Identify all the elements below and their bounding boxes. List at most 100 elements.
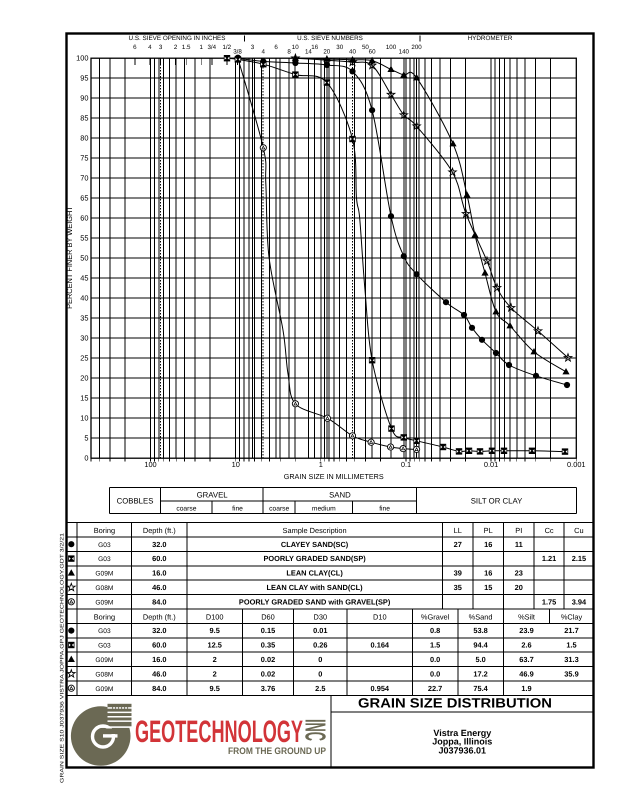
svg-text:0.1: 0.1 bbox=[401, 460, 411, 469]
svg-text:INC: INC bbox=[299, 719, 331, 741]
svg-text:LL: LL bbox=[454, 526, 462, 535]
svg-text:Joppa, Illinois: Joppa, Illinois bbox=[432, 737, 492, 747]
svg-text:23: 23 bbox=[515, 569, 523, 578]
svg-text:%Sand: %Sand bbox=[469, 612, 493, 621]
svg-text:medium: medium bbox=[312, 505, 336, 512]
svg-text:%Clay: %Clay bbox=[561, 612, 583, 621]
svg-text:G03: G03 bbox=[98, 556, 111, 563]
svg-text:G09M: G09M bbox=[95, 686, 113, 693]
svg-text:SAND: SAND bbox=[329, 491, 351, 500]
svg-text:5.0: 5.0 bbox=[475, 655, 485, 664]
svg-text:1.5: 1.5 bbox=[182, 44, 191, 51]
svg-text:D100: D100 bbox=[206, 612, 224, 621]
svg-text:CLAYEY SAND(SC): CLAYEY SAND(SC) bbox=[281, 540, 349, 549]
svg-text:100: 100 bbox=[386, 44, 397, 51]
svg-text:20: 20 bbox=[515, 583, 523, 592]
svg-text:30: 30 bbox=[80, 334, 88, 343]
svg-text:22.7: 22.7 bbox=[428, 684, 442, 693]
svg-text:3/8: 3/8 bbox=[233, 49, 242, 56]
svg-text:14: 14 bbox=[305, 49, 312, 56]
svg-text:Boring: Boring bbox=[94, 526, 115, 535]
svg-text:0: 0 bbox=[318, 669, 322, 678]
svg-text:100: 100 bbox=[76, 54, 88, 63]
svg-text:1.5: 1.5 bbox=[430, 641, 440, 650]
svg-text:4: 4 bbox=[261, 49, 265, 56]
svg-text:2.6: 2.6 bbox=[521, 641, 531, 650]
svg-text:3.94: 3.94 bbox=[572, 597, 587, 606]
svg-text:HYDROMETER: HYDROMETER bbox=[468, 35, 513, 42]
svg-text:55: 55 bbox=[80, 234, 88, 243]
svg-text:2: 2 bbox=[213, 655, 217, 664]
svg-text:25: 25 bbox=[80, 354, 88, 363]
svg-text:fine: fine bbox=[379, 505, 390, 512]
svg-text:17.2: 17.2 bbox=[473, 669, 487, 678]
svg-text:1.21: 1.21 bbox=[542, 554, 556, 563]
svg-text:Vistra Energy: Vistra Energy bbox=[433, 728, 491, 738]
svg-text:9.5: 9.5 bbox=[210, 626, 220, 635]
svg-text:1: 1 bbox=[199, 44, 203, 51]
svg-text:9.5: 9.5 bbox=[210, 684, 220, 693]
svg-text:Boring: Boring bbox=[94, 612, 115, 621]
svg-text:39: 39 bbox=[454, 569, 462, 578]
svg-text:60: 60 bbox=[369, 49, 376, 56]
svg-text:PERCENT FINER BY WEIGHT: PERCENT FINER BY WEIGHT bbox=[65, 206, 74, 309]
svg-text:75: 75 bbox=[80, 154, 88, 163]
svg-text:D10: D10 bbox=[373, 612, 387, 621]
svg-text:32.0: 32.0 bbox=[152, 540, 166, 549]
svg-text:20: 20 bbox=[323, 49, 330, 56]
svg-text:46.0: 46.0 bbox=[152, 669, 166, 678]
svg-text:0.01: 0.01 bbox=[313, 626, 327, 635]
svg-text:50: 50 bbox=[80, 254, 88, 263]
svg-text:D30: D30 bbox=[314, 612, 328, 621]
svg-text:12.5: 12.5 bbox=[208, 641, 222, 650]
svg-text:POORLY GRADED SAND(SP): POORLY GRADED SAND(SP) bbox=[263, 554, 366, 563]
svg-text:G09M: G09M bbox=[95, 657, 113, 664]
svg-text:GRAIN SIZE S10 J037936 VISTRA: GRAIN SIZE S10 J037936 VISTRA JOPPA.GPJ … bbox=[60, 533, 66, 783]
svg-text:G03: G03 bbox=[98, 542, 111, 549]
svg-text:10: 10 bbox=[80, 414, 88, 423]
svg-text:0: 0 bbox=[84, 454, 88, 463]
svg-text:40: 40 bbox=[80, 294, 88, 303]
svg-text:LEAN CLAY with SAND(CL): LEAN CLAY with SAND(CL) bbox=[267, 583, 364, 592]
svg-text:G09M: G09M bbox=[95, 571, 113, 578]
svg-text:35.9: 35.9 bbox=[564, 669, 578, 678]
svg-text:0.0: 0.0 bbox=[430, 669, 440, 678]
svg-text:GRAIN SIZE DISTRIBUTION: GRAIN SIZE DISTRIBUTION bbox=[358, 696, 552, 711]
svg-text:G08M: G08M bbox=[95, 671, 113, 678]
svg-text:coarse: coarse bbox=[176, 505, 196, 512]
svg-text:60.0: 60.0 bbox=[152, 641, 166, 650]
svg-text:Cu: Cu bbox=[574, 526, 583, 535]
svg-text:16.0: 16.0 bbox=[152, 655, 166, 664]
svg-text:GEOTECHNOLOGY: GEOTECHNOLOGY bbox=[135, 714, 303, 749]
svg-text:2: 2 bbox=[174, 44, 178, 51]
svg-text:0.001: 0.001 bbox=[567, 460, 586, 469]
svg-text:23.9: 23.9 bbox=[519, 626, 533, 635]
svg-text:0.01: 0.01 bbox=[484, 460, 498, 469]
svg-text:8: 8 bbox=[287, 49, 291, 56]
svg-text:GRAIN SIZE IN MILLIMETERS: GRAIN SIZE IN MILLIMETERS bbox=[284, 472, 384, 481]
svg-text:16.0: 16.0 bbox=[152, 569, 166, 578]
svg-text:46.9: 46.9 bbox=[519, 669, 533, 678]
svg-text:G03: G03 bbox=[98, 643, 111, 650]
svg-text:4: 4 bbox=[148, 44, 152, 51]
svg-text:1.9: 1.9 bbox=[521, 684, 531, 693]
svg-text:40: 40 bbox=[349, 49, 356, 56]
svg-text:21.7: 21.7 bbox=[564, 626, 578, 635]
svg-text:6: 6 bbox=[274, 44, 278, 51]
svg-text:80: 80 bbox=[80, 134, 88, 143]
svg-text:0.0: 0.0 bbox=[430, 655, 440, 664]
svg-text:LEAN CLAY(CL): LEAN CLAY(CL) bbox=[286, 569, 343, 578]
svg-text:1.75: 1.75 bbox=[542, 597, 556, 606]
svg-text:10: 10 bbox=[232, 460, 240, 469]
svg-text:10: 10 bbox=[292, 44, 299, 51]
svg-text:coarse: coarse bbox=[269, 505, 289, 512]
svg-text:11: 11 bbox=[515, 540, 523, 549]
svg-text:35: 35 bbox=[454, 583, 462, 592]
svg-text:0.954: 0.954 bbox=[371, 684, 390, 693]
svg-text:32.0: 32.0 bbox=[152, 626, 166, 635]
svg-text:50: 50 bbox=[362, 44, 369, 51]
svg-text:0.26: 0.26 bbox=[313, 641, 327, 650]
svg-text:1.5: 1.5 bbox=[566, 641, 576, 650]
svg-text:84.0: 84.0 bbox=[152, 684, 166, 693]
svg-text:0.35: 0.35 bbox=[261, 641, 275, 650]
